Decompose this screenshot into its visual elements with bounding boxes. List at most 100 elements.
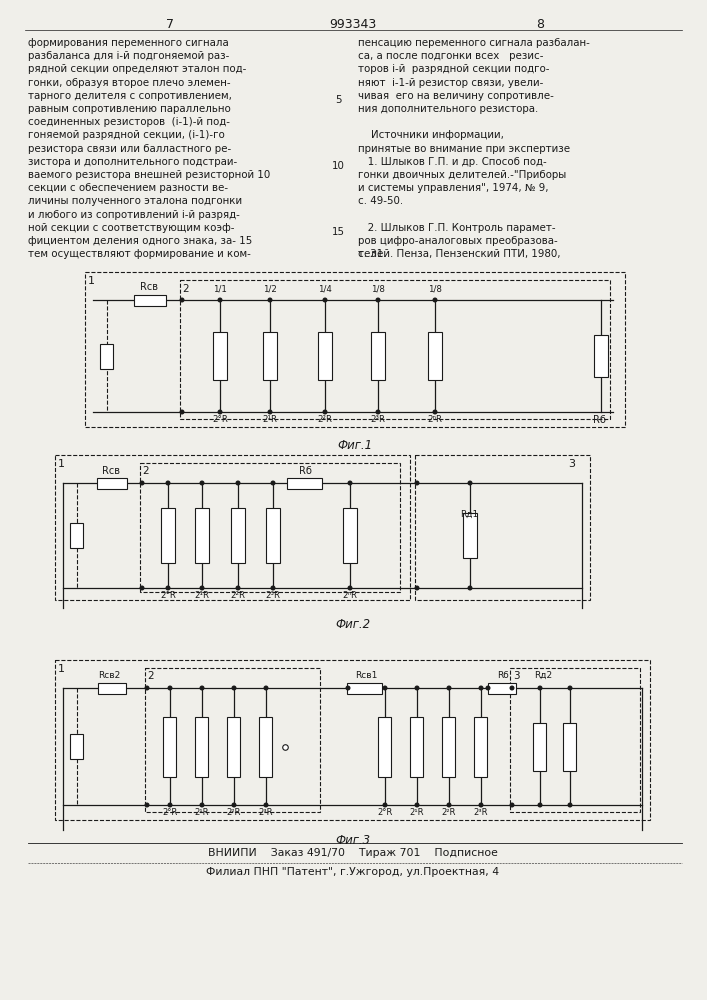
- Circle shape: [415, 686, 419, 690]
- Circle shape: [236, 586, 240, 590]
- Text: 2°R: 2°R: [160, 591, 176, 600]
- Text: 2¹R: 2¹R: [194, 591, 209, 600]
- Circle shape: [166, 586, 170, 590]
- Circle shape: [268, 410, 271, 414]
- Text: 2¹R: 2¹R: [409, 808, 423, 817]
- Circle shape: [271, 481, 275, 485]
- Bar: [213, 332, 227, 380]
- Circle shape: [415, 803, 419, 807]
- Bar: [228, 716, 240, 776]
- Bar: [196, 716, 209, 776]
- Text: Rд2: Rд2: [534, 671, 552, 680]
- Text: 2: 2: [182, 284, 189, 294]
- Text: 2¹R: 2¹R: [262, 415, 277, 424]
- Bar: [97, 478, 127, 488]
- Bar: [231, 508, 245, 563]
- Circle shape: [145, 686, 148, 690]
- Bar: [594, 335, 608, 377]
- Circle shape: [383, 686, 387, 690]
- Text: личины полученного эталона подгонки: личины полученного эталона подгонки: [28, 196, 242, 206]
- Text: 2³R: 2³R: [265, 591, 280, 600]
- Text: соединенных резисторов  (i-1)-й под-: соединенных резисторов (i-1)-й под-: [28, 117, 230, 127]
- Circle shape: [479, 686, 483, 690]
- Bar: [488, 682, 516, 694]
- Text: пенсацию переменного сигнала разбалан-: пенсацию переменного сигнала разбалан-: [358, 38, 590, 48]
- Text: Rсв: Rсв: [102, 466, 120, 476]
- Circle shape: [468, 481, 472, 485]
- Text: Фиг.1: Фиг.1: [337, 439, 373, 452]
- Circle shape: [479, 803, 483, 807]
- Circle shape: [145, 803, 148, 807]
- Bar: [534, 722, 547, 770]
- Bar: [266, 508, 280, 563]
- Circle shape: [568, 686, 572, 690]
- Text: разбаланса для i-й подгоняемой раз-: разбаланса для i-й подгоняемой раз-: [28, 51, 229, 61]
- Circle shape: [218, 410, 222, 414]
- Text: формирования переменного сигнала: формирования переменного сигнала: [28, 38, 229, 48]
- Bar: [85, 272, 625, 427]
- Text: принятые во внимание при экспертизе: принятые во внимание при экспертизе: [358, 144, 570, 154]
- Bar: [134, 294, 166, 306]
- Circle shape: [433, 410, 437, 414]
- Text: тем осуществляют формирование и ком-: тем осуществляют формирование и ком-: [28, 249, 251, 259]
- Bar: [415, 455, 590, 600]
- Text: 2°R: 2°R: [212, 415, 228, 424]
- Bar: [140, 463, 400, 592]
- Circle shape: [448, 686, 451, 690]
- Bar: [163, 716, 177, 776]
- Circle shape: [448, 803, 451, 807]
- Text: тарного делителя с сопротивлением,: тарного делителя с сопротивлением,: [28, 91, 232, 101]
- Bar: [378, 716, 392, 776]
- Circle shape: [218, 298, 222, 302]
- Circle shape: [323, 298, 327, 302]
- Text: 2: 2: [142, 466, 148, 476]
- Text: 2³R: 2³R: [473, 808, 488, 817]
- Circle shape: [568, 803, 572, 807]
- Text: 2³R: 2³R: [258, 808, 272, 817]
- Bar: [474, 716, 488, 776]
- Text: 2°R: 2°R: [162, 808, 177, 817]
- Text: Фиг.3: Фиг.3: [335, 834, 370, 847]
- Bar: [288, 478, 322, 488]
- Bar: [180, 280, 610, 419]
- Bar: [55, 660, 650, 820]
- Text: 1: 1: [88, 276, 95, 286]
- Text: 993343: 993343: [329, 18, 377, 31]
- Bar: [371, 332, 385, 380]
- Text: ВНИИПИ    Заказ 491/70    Тираж 701    Подписное: ВНИИПИ Заказ 491/70 Тираж 701 Подписное: [208, 848, 498, 858]
- Circle shape: [376, 410, 380, 414]
- Text: Rб: Rб: [497, 671, 509, 680]
- Text: фициентом деления одного знака, за- 15: фициентом деления одного знака, за- 15: [28, 236, 252, 246]
- Text: резистора связи или балластного ре-: резистора связи или балластного ре-: [28, 144, 231, 154]
- Text: торов i-й  разрядной секции подго-: торов i-й разрядной секции подго-: [358, 64, 549, 74]
- Circle shape: [510, 686, 514, 690]
- Text: 2²R: 2²R: [317, 415, 332, 424]
- Bar: [263, 332, 277, 380]
- Circle shape: [271, 586, 275, 590]
- Text: чивая  его на величину сопротивле-: чивая его на величину сопротивле-: [358, 91, 554, 101]
- Bar: [463, 513, 477, 558]
- Circle shape: [349, 586, 352, 590]
- Text: Филиал ПНП "Патент", г.Ужгород, ул.Проектная, 4: Филиал ПНП "Патент", г.Ужгород, ул.Проек…: [206, 867, 500, 877]
- Text: и любого из сопротивлений i-й разряд-: и любого из сопротивлений i-й разряд-: [28, 210, 240, 220]
- Circle shape: [349, 481, 352, 485]
- Circle shape: [468, 586, 472, 590]
- Circle shape: [415, 481, 419, 485]
- Text: зистора и дополнительного подстраи-: зистора и дополнительного подстраи-: [28, 157, 238, 167]
- Bar: [563, 722, 576, 770]
- Text: Источники информации,: Источники информации,: [358, 130, 504, 140]
- Text: 2²R: 2²R: [441, 808, 455, 817]
- Circle shape: [140, 586, 144, 590]
- Text: Rсв2: Rсв2: [98, 671, 120, 680]
- Text: 8: 8: [536, 18, 544, 31]
- Text: 1: 1: [58, 664, 65, 674]
- Text: 2²R: 2²R: [226, 808, 240, 817]
- Text: ваемого резистора внешней резисторной 10: ваемого резистора внешней резисторной 10: [28, 170, 270, 180]
- Text: 1/2: 1/2: [263, 284, 277, 293]
- Text: ров цифро-аналоговых преобразова-: ров цифро-аналоговых преобразова-: [358, 236, 558, 246]
- Circle shape: [264, 686, 268, 690]
- Text: секции с обеспечением разности ве-: секции с обеспечением разности ве-: [28, 183, 228, 193]
- Bar: [411, 716, 423, 776]
- Circle shape: [166, 481, 170, 485]
- Circle shape: [538, 686, 542, 690]
